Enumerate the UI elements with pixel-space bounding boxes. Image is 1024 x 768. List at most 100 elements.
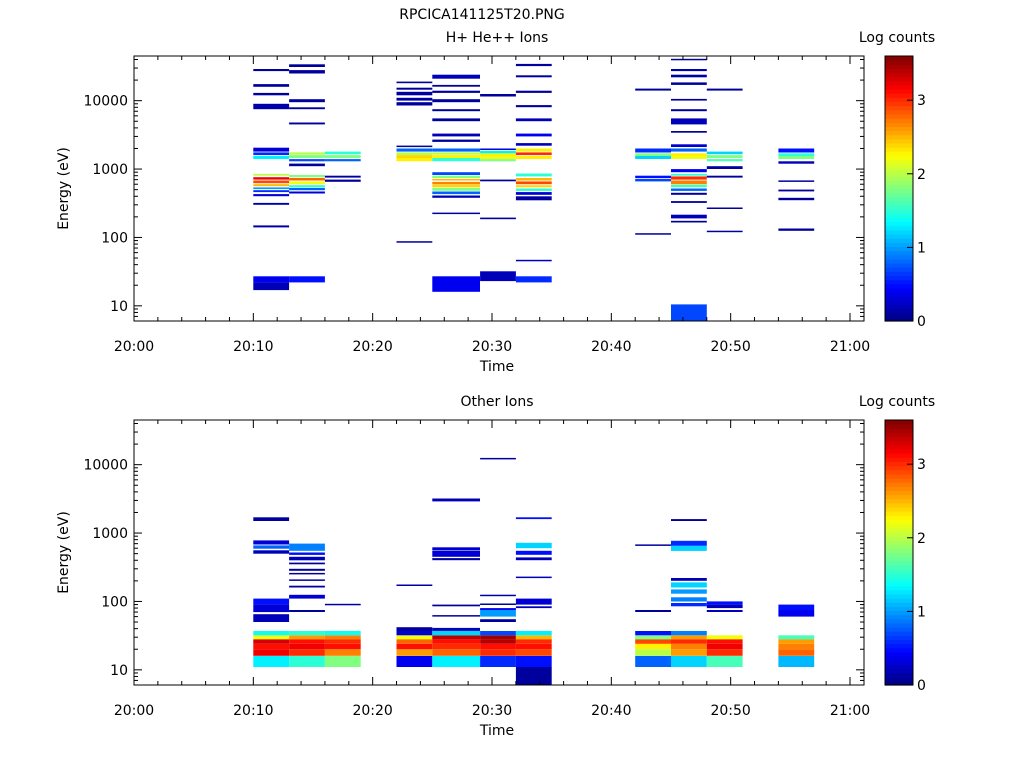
heatmap-cell xyxy=(396,584,433,586)
colorbar-step xyxy=(885,316,913,322)
heatmap-cell xyxy=(432,187,480,191)
colorbar-step xyxy=(885,271,913,277)
colorbar-step xyxy=(885,614,913,620)
heatmap-cell xyxy=(515,557,552,561)
colorbar-step xyxy=(885,225,913,231)
colorbar-step xyxy=(885,643,913,649)
colorbar-step xyxy=(885,184,913,190)
heatmap-cell xyxy=(480,643,516,650)
heatmap-cell xyxy=(515,667,552,685)
heatmap-cell xyxy=(480,159,516,162)
heatmap-cell xyxy=(432,152,480,155)
heatmap-cell xyxy=(432,74,480,79)
heatmap-cell xyxy=(706,639,743,644)
colorbar-step xyxy=(885,515,913,520)
heatmap-cell xyxy=(480,271,516,282)
heatmap-cell xyxy=(432,195,480,198)
heatmap-cell xyxy=(324,159,361,162)
colorbar-tick-label: 3 xyxy=(917,93,926,109)
heatmap-cell xyxy=(324,649,361,656)
heatmap-cells xyxy=(253,58,815,321)
x-tick-label: 20:50 xyxy=(710,703,750,719)
heatmap-cell xyxy=(706,151,743,155)
colorbar-step xyxy=(885,560,913,566)
heatmap-cell xyxy=(515,576,552,579)
heatmap-cell xyxy=(432,191,480,195)
x-tick-label: 20:30 xyxy=(472,339,512,355)
colorbar-label: Log counts xyxy=(859,394,935,410)
heatmap-cell xyxy=(396,155,433,158)
x-tick-label: 21:00 xyxy=(830,703,870,719)
heatmap-cell xyxy=(289,163,325,167)
heatmap-cell xyxy=(671,201,707,203)
colorbar-step xyxy=(885,448,913,454)
colorbar-step xyxy=(885,234,913,239)
heatmap-cell xyxy=(671,649,707,656)
heatmap-cell xyxy=(289,610,325,612)
x-axis-label: Time xyxy=(479,723,514,739)
heatmap-cell xyxy=(253,177,290,180)
colorbar-step xyxy=(885,490,913,496)
colorbar-step xyxy=(885,627,913,632)
heatmap-cell xyxy=(635,233,671,235)
colorbar-tick-label: 3 xyxy=(917,457,926,473)
panel-1: 20:00 20:10 20:20 20:30 20:40 20:50 21:0010100… xyxy=(56,30,935,375)
colorbar-step xyxy=(885,635,913,641)
heatmap-cell xyxy=(289,639,325,644)
colorbar-step xyxy=(885,80,913,86)
colorbar-step xyxy=(885,610,913,616)
heatmap-cell xyxy=(432,158,480,162)
heatmap-cell xyxy=(253,173,290,176)
heatmap-cell xyxy=(253,649,290,656)
heatmap-cell xyxy=(515,192,552,195)
colorbar-step xyxy=(885,585,913,591)
heatmap-cell xyxy=(778,635,815,640)
heatmap-cell xyxy=(671,214,707,219)
heatmap-cell xyxy=(635,631,671,636)
heatmap-cell xyxy=(253,69,290,72)
heatmap-cell xyxy=(432,631,480,636)
colorbar-step xyxy=(885,171,913,177)
colorbar-step xyxy=(885,598,913,603)
heatmap-cell xyxy=(289,649,325,656)
colorbar-step xyxy=(885,258,913,264)
heatmap-cell xyxy=(289,64,325,67)
colorbar-step xyxy=(885,200,913,206)
colorbar-step xyxy=(885,275,913,281)
colorbar: 0 1 2 3 Log counts xyxy=(859,394,935,694)
heatmap-cell xyxy=(515,178,552,181)
heatmap-cell xyxy=(706,207,743,209)
colorbar-step xyxy=(885,167,913,173)
x-tick-label: 20:40 xyxy=(591,339,631,355)
y-tick-label: 10000 xyxy=(83,458,128,474)
colorbar-tick-label: 2 xyxy=(917,167,926,183)
heatmap-cell xyxy=(515,152,552,156)
colorbar-step xyxy=(885,300,913,306)
heatmap-cell xyxy=(253,152,290,156)
colorbar-step xyxy=(885,126,913,132)
y-tick-label: 10000 xyxy=(83,94,128,110)
heatmap-cell xyxy=(671,603,707,607)
plot-frame xyxy=(133,55,865,322)
colorbar-step xyxy=(885,93,913,99)
heatmap-cell xyxy=(480,655,516,667)
heatmap-cell xyxy=(396,643,433,650)
heatmap-cell xyxy=(778,180,815,182)
colorbar-step xyxy=(885,180,913,185)
colorbar-step xyxy=(885,465,913,471)
heatmap-cell xyxy=(515,133,552,137)
heatmap-cell xyxy=(515,188,552,191)
heatmap-cell xyxy=(671,176,707,180)
y-tick-label: 10 xyxy=(110,299,128,315)
heatmap-cell xyxy=(778,189,815,192)
heatmap-cell xyxy=(480,608,516,610)
heatmap-cell xyxy=(289,585,325,588)
heatmap-cell xyxy=(289,70,325,74)
heatmap-cell xyxy=(432,84,480,87)
figure-title: RPCICA141125T20.PNG xyxy=(399,7,564,23)
colorbar-step xyxy=(885,213,913,219)
heatmap-cell xyxy=(671,169,707,173)
colorbar-step xyxy=(885,457,913,463)
x-axis-label: Time xyxy=(479,359,514,375)
